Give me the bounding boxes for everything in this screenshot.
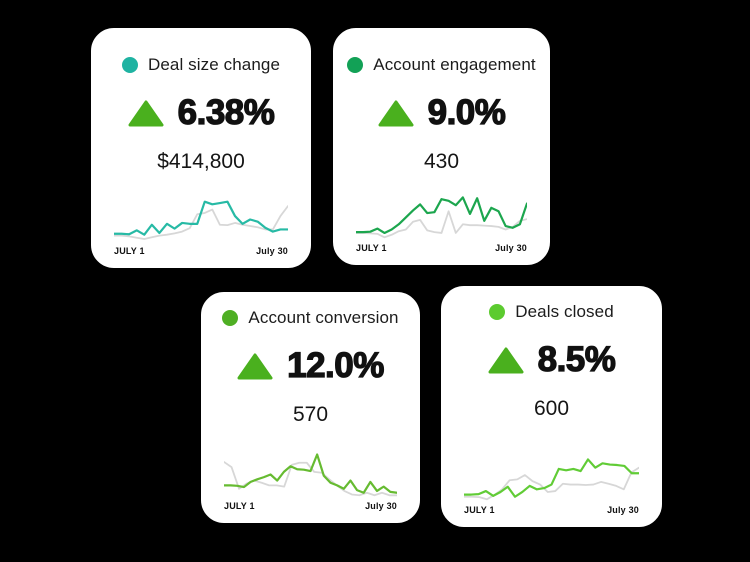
metric-dot-icon	[489, 304, 506, 320]
axis-end-label: July 30	[495, 243, 527, 253]
trend-up-icon	[378, 100, 414, 126]
change-percent: 9.0%	[427, 92, 507, 132]
sparkline-chart: JULY 1 July 30	[356, 193, 527, 253]
metric-dot-icon	[121, 57, 138, 73]
metric-dot-icon	[347, 57, 364, 73]
metric-value: 570	[292, 403, 329, 426]
sparkline-svg	[464, 455, 639, 502]
sparkline-svg	[356, 193, 527, 240]
axis-start-label: JULY 1	[114, 246, 145, 256]
chart-axis: JULY 1 July 30	[464, 505, 639, 515]
trend-row: 8.5%	[488, 339, 617, 380]
sparkline-chart: JULY 1 July 30	[464, 455, 639, 515]
axis-end-label: July 30	[256, 246, 288, 256]
axis-end-label: July 30	[607, 505, 639, 515]
kpi-card-account-engagement: Account engagement 9.0% 430 JULY 1 July …	[330, 25, 553, 268]
metric-label: Account conversion	[248, 308, 399, 327]
axis-start-label: JULY 1	[464, 505, 495, 515]
axis-end-label: July 30	[365, 501, 397, 511]
change-percent: 6.38%	[177, 92, 276, 132]
chart-axis: JULY 1 July 30	[224, 501, 397, 511]
change-percent: 12.0%	[286, 345, 385, 385]
metric-dot-icon	[222, 310, 239, 326]
sparkline-svg	[224, 451, 397, 498]
metric-value: $414,800	[157, 150, 245, 173]
metric-header: Deals closed	[489, 300, 614, 324]
trend-up-icon	[237, 353, 273, 379]
metric-value: 430	[423, 150, 460, 173]
trend-row: 9.0%	[378, 92, 507, 133]
trend-row: 12.0%	[237, 345, 385, 386]
sparkline-chart: JULY 1 July 30	[114, 196, 288, 256]
sparkline-svg	[114, 196, 288, 243]
kpi-card-deal-size-change: Deal size change 6.38% $414,800 JULY 1 J…	[88, 25, 314, 271]
axis-start-label: JULY 1	[224, 501, 255, 511]
metric-label: Deals closed	[515, 302, 614, 321]
trend-row: 6.38%	[128, 92, 276, 133]
metric-header: Account engagement	[347, 53, 536, 77]
trend-up-icon	[488, 347, 524, 373]
kpi-card-deals-closed: Deals closed 8.5% 600 JULY 1 July 30	[438, 283, 665, 530]
metric-label: Account engagement	[373, 55, 536, 74]
metric-label: Deal size change	[147, 55, 280, 74]
chart-axis: JULY 1 July 30	[114, 246, 288, 256]
trend-up-icon	[128, 100, 164, 126]
metric-header: Deal size change	[121, 53, 280, 77]
axis-start-label: JULY 1	[356, 243, 387, 253]
change-percent: 8.5%	[537, 339, 617, 379]
chart-axis: JULY 1 July 30	[356, 243, 527, 253]
metric-header: Account conversion	[222, 306, 398, 330]
metric-value: 600	[533, 397, 570, 420]
sparkline-chart: JULY 1 July 30	[224, 451, 397, 511]
kpi-card-account-conversion: Account conversion 12.0% 570 JULY 1 July…	[198, 289, 423, 526]
